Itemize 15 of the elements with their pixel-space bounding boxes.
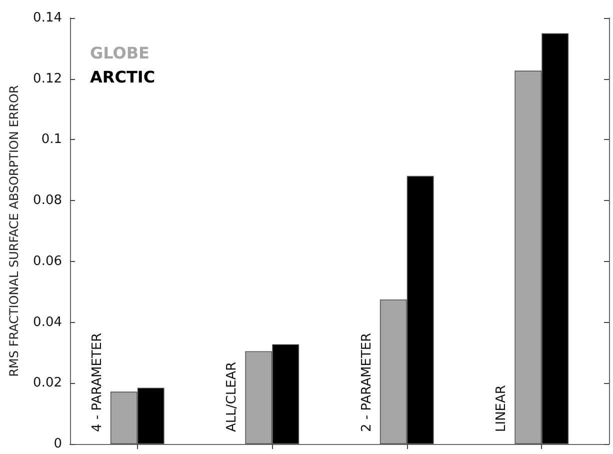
x-tick-label: LINEAR <box>494 385 510 432</box>
y-tick-label: 0 <box>54 436 62 452</box>
y-tick-label: 0.02 <box>33 376 62 391</box>
y-tick-label: 0.1 <box>41 132 62 148</box>
y-tick-label: 0.08 <box>33 193 62 208</box>
y-tick-label: 0.04 <box>33 314 62 330</box>
y-axis-title: RMS FRACTIONAL SURFACE ABSORPTION ERROR <box>7 85 21 377</box>
x-tick-label: 4 - PARAMETER <box>90 332 105 432</box>
x-tick-label: ALL/CLEAR <box>224 362 240 432</box>
y-tick-label: 0.12 <box>33 71 62 86</box>
y-tick-label: 0.06 <box>33 254 62 269</box>
x-tick-label: 2 - PARAMETER <box>359 332 374 432</box>
text: GLOBE <box>90 44 150 62</box>
text: ARCTIC <box>90 68 156 86</box>
y-tick-label: 0.14 <box>33 10 62 26</box>
